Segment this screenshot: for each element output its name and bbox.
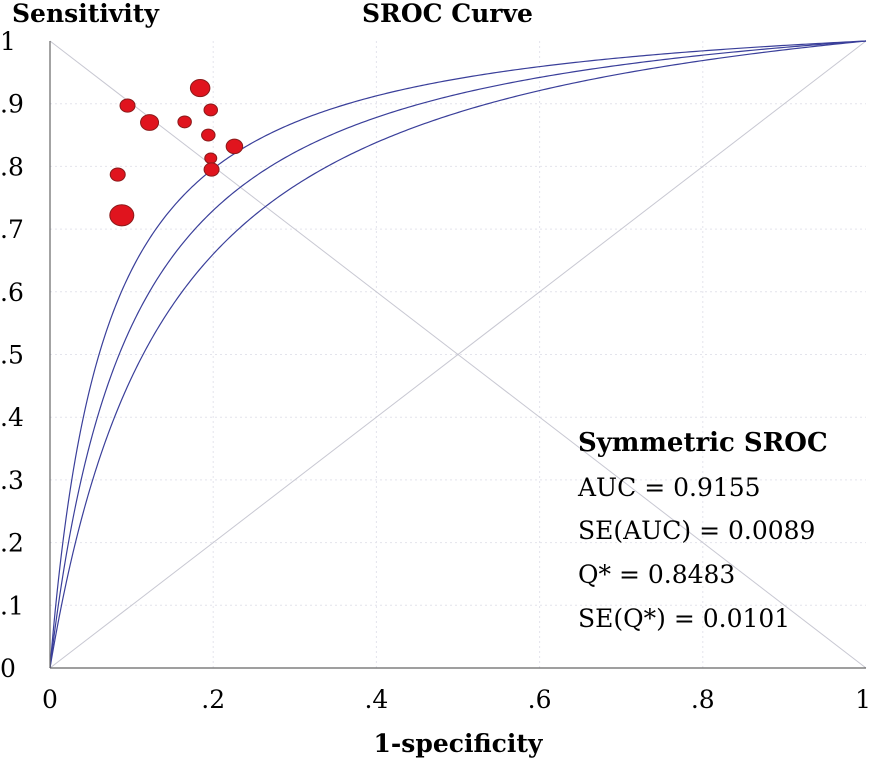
data-point-3 [109, 167, 126, 182]
y-tick-label: .3 [0, 466, 24, 495]
y-tick-label: .5 [0, 341, 24, 370]
y-tick-label: .1 [0, 591, 24, 620]
x-tick-label: .2 [201, 685, 225, 714]
data-point-9 [204, 152, 218, 165]
plot-frame [49, 41, 866, 669]
y-tick-label: 1 [0, 27, 16, 56]
annotation-q-star: Q* = 0.8483 [578, 560, 735, 589]
reference-lines [49, 40, 867, 669]
y-tick-label: .8 [0, 152, 24, 181]
annotation-se-auc: SE(AUC) = 0.0089 [578, 516, 815, 545]
y-tick-label: .2 [0, 529, 24, 558]
y-tick-label: 0 [0, 654, 16, 683]
x-tick-label: 0 [42, 685, 58, 714]
sroc-curve-upper [49, 40, 867, 669]
annotation-se-q-star: SE(Q*) = 0.0101 [578, 604, 790, 633]
data-point-5 [189, 78, 211, 98]
data-point-2 [140, 114, 160, 131]
y-tick-label: .6 [0, 278, 24, 307]
x-tick-label: .6 [528, 685, 552, 714]
y-tick-label: .7 [0, 215, 24, 244]
x-tick-label: 1 [855, 685, 871, 714]
data-point-10 [203, 162, 220, 177]
anti-diagonal-line [49, 40, 867, 669]
tick-labels: 0 .1 .2 .3 .4 .5 .6 .7 .8 .9 1 0 .2 .4 .6 .8 1 [0, 27, 871, 714]
grid-layer [50, 41, 866, 668]
data-point-8 [201, 128, 216, 142]
chart-title: SROC Curve [362, 0, 533, 28]
annotation-heading: Symmetric SROC [578, 428, 828, 458]
data-point-1 [119, 98, 136, 113]
x-tick-label: .4 [364, 685, 388, 714]
data-point-11 [225, 138, 244, 155]
data-point-6 [177, 115, 192, 129]
y-tick-label: .4 [0, 403, 24, 432]
y-axis-label: Sensitivity [12, 0, 160, 28]
sroc-curve-sroc [49, 40, 867, 669]
x-tick-label: .8 [691, 685, 715, 714]
sroc-curve-lower [49, 40, 867, 669]
data-point-7 [203, 103, 219, 117]
data-point-4 [109, 204, 135, 227]
y-tick-label: .9 [0, 90, 24, 119]
curve-layer [49, 40, 867, 669]
stats-annotation: Symmetric SROC AUC = 0.9155 SE(AUC) = 0.… [577, 428, 828, 633]
annotation-auc: AUC = 0.9155 [577, 473, 761, 502]
point-layer [109, 78, 244, 227]
x-axis-label: 1-specificity [374, 729, 544, 758]
